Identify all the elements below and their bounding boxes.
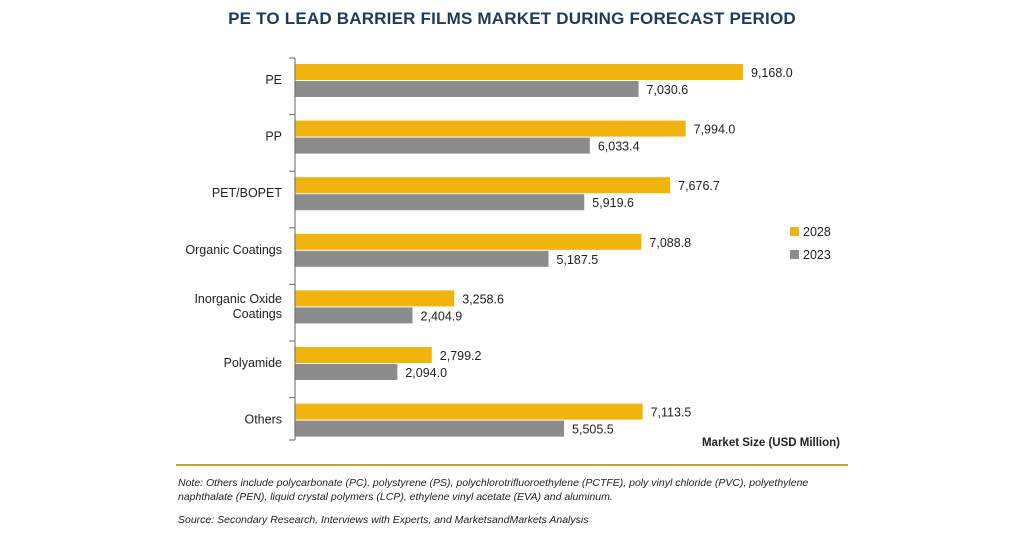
data-label: 5,919.6 [592, 196, 634, 210]
bar-2023-1 [295, 137, 590, 154]
category-label: Inorganic Oxide Coatings [194, 292, 282, 321]
bar-2023-6 [295, 420, 565, 437]
data-label: 7,088.8 [649, 236, 691, 250]
ticks-layer: PE PP PET/BOPET Organic Coatings Inorganic O… [185, 57, 295, 441]
category-label: Others [244, 413, 282, 427]
bar-2028-2 [295, 177, 671, 194]
bar-2023-3 [295, 250, 549, 267]
category-label: PET/BOPET [212, 186, 283, 200]
data-label: 5,505.5 [572, 423, 614, 437]
bar-2023-0 [295, 81, 639, 97]
bar-2023-2 [295, 194, 585, 211]
bar-2028-1 [295, 120, 686, 137]
data-label: 3,258.6 [462, 292, 504, 306]
legend-label-2028: 2028 [803, 225, 831, 239]
data-label: 5,187.5 [556, 253, 598, 267]
data-label: 7,676.7 [678, 179, 720, 193]
data-label: 2,404.9 [421, 309, 463, 323]
category-label: Polyamide [224, 356, 282, 370]
data-label: 9,168.0 [751, 66, 793, 80]
bars-layer: 9,168.0 7,030.6 7,994.0 6,033.4 7,676.7 5,919… [295, 64, 793, 437]
divider-line [176, 464, 848, 466]
bar-2028-4 [295, 290, 455, 307]
data-label: 6,033.4 [598, 140, 640, 154]
footnote-source: Source: Secondary Research, Interviews w… [178, 514, 589, 526]
legend: 2028 2023 [790, 225, 831, 262]
legend-label-2023: 2023 [803, 248, 831, 262]
category-label: Organic Coatings [185, 243, 282, 257]
bar-2023-5 [295, 364, 398, 380]
bar-2028-3 [295, 233, 642, 250]
chart-title: PE TO LEAD BARRIER FILMS MARKET DURING F… [228, 9, 796, 28]
bar-2028-6 [295, 403, 643, 420]
data-label: 2,799.2 [440, 349, 482, 363]
category-label: PP [265, 130, 282, 144]
legend-swatch-2028 [790, 227, 799, 236]
legend-swatch-2023 [790, 250, 799, 259]
data-label: 7,113.5 [651, 406, 692, 420]
data-label: 2,094.0 [405, 366, 447, 380]
bar-2023-4 [295, 307, 413, 324]
footnote-note: Note: Others include polycarbonate (PC),… [178, 477, 809, 503]
bar-2028-5 [295, 347, 432, 363]
data-label: 7,030.6 [647, 83, 689, 97]
category-label: PE [265, 73, 282, 87]
bar-2028-0 [295, 64, 743, 80]
data-label: 7,994.0 [694, 123, 736, 137]
x-axis-label: Market Size (USD Million) [702, 437, 840, 449]
